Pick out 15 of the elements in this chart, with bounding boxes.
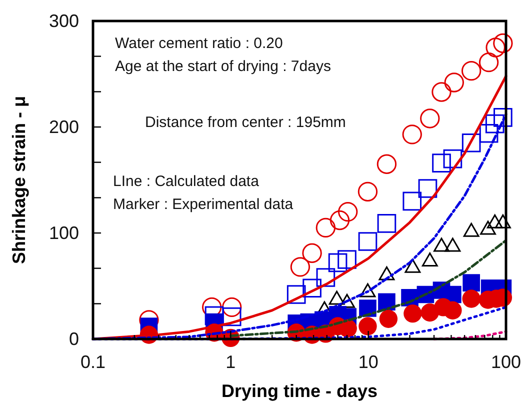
y-tick-label: 0 <box>68 328 79 349</box>
y-tick-label: 200 <box>48 116 79 137</box>
annotation: Water cement ratio : 0.20 <box>115 35 283 52</box>
y-axis-title: Shrinkage strain - μ <box>9 96 29 264</box>
x-axis-title: Drying time - days <box>221 381 378 401</box>
x-tick-label: 0.1 <box>80 352 106 372</box>
y-tick-label: 100 <box>48 222 79 243</box>
x-tick-label: 1 <box>226 352 236 372</box>
annotation: Marker : Experimental data <box>113 196 294 213</box>
annotation: LIne : Calculated data <box>113 173 260 190</box>
annotation: Distance from center : 195mm <box>145 114 346 131</box>
x-tick-label: 100 <box>490 352 522 372</box>
x-tick-label: 10 <box>358 352 378 372</box>
annotation: Age at the start of drying : 7days <box>115 58 331 75</box>
y-tick-label: 300 <box>48 10 79 31</box>
